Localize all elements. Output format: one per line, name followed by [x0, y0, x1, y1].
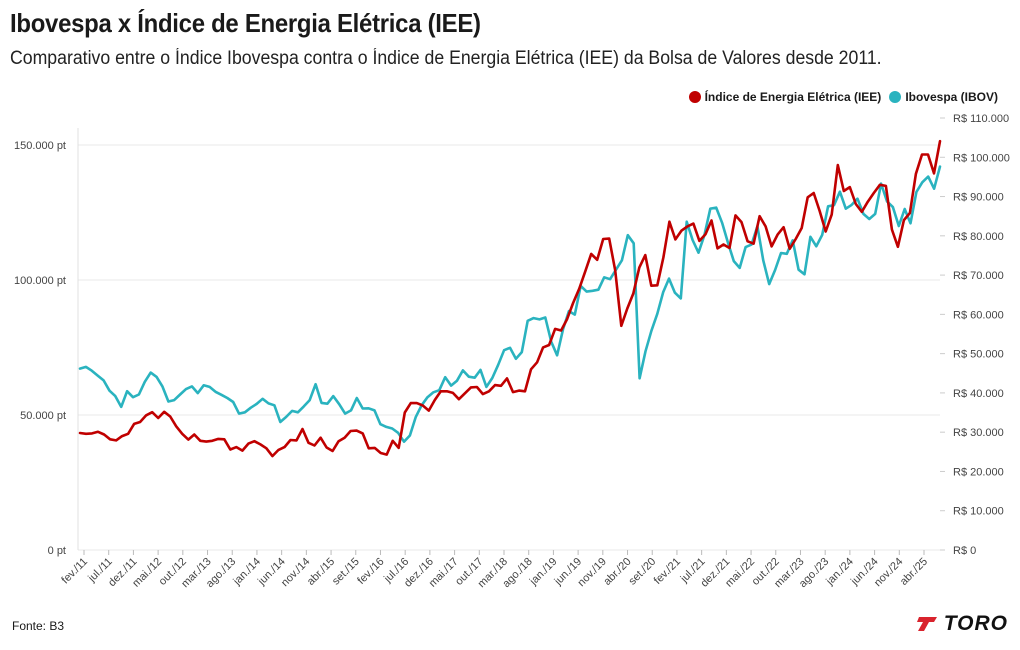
x-tick-label: fev./11 [59, 556, 90, 587]
y-right-tick-label: R$ 70.000 [953, 270, 1004, 282]
series-lines [78, 139, 942, 458]
x-tick-label: jan./19 [527, 556, 560, 589]
y-left-tick-label: 0 pt [48, 545, 66, 557]
chart-legend: Índice de Energia Elétrica (IEE) Ibovesp… [688, 90, 998, 104]
legend-swatch-iee [688, 91, 701, 103]
x-tick-label: abr./25 [898, 556, 930, 588]
x-tick-label: fev./16 [355, 556, 386, 587]
y-left-tick-label: 100.000 pt [14, 275, 66, 287]
x-tick-label: fev./21 [652, 556, 683, 587]
y-right-tick-label: R$ 60.000 [953, 309, 1004, 321]
series-line-iee [78, 139, 942, 458]
x-tick-label: jan./24 [823, 556, 856, 589]
line-chart: 0 pt 50.000 pt 100.000 pt 150.000 pt R$ 0 R$ … [14, 113, 1010, 590]
y-left-tick-label: 50.000 pt [20, 410, 66, 422]
chart-title: Ibovespa x Índice de Energia Elétrica (I… [10, 8, 481, 38]
y-right-tick-label: R$ 80.000 [953, 231, 1004, 243]
x-tick-label: set./15 [330, 556, 362, 588]
y-right-tick-label: R$ 90.000 [953, 192, 1004, 204]
y-right-tick-label: R$ 0 [953, 545, 976, 557]
toro-logo: TORO [916, 612, 1008, 636]
toro-logo-icon [916, 617, 937, 631]
y-left-tick-label: 150.000 pt [14, 140, 66, 152]
x-tick-label: set./20 [627, 556, 659, 588]
x-tick-label: abr./20 [601, 556, 633, 588]
gridlines [77, 128, 940, 551]
series-line-ibov [78, 165, 942, 443]
x-tick-label: jan./14 [231, 556, 264, 589]
y-right-tick-label: R$ 10.000 [953, 506, 1004, 518]
toro-logo-text: TORO [943, 612, 1008, 635]
legend-label-iee: Índice de Energia Elétrica (IEE) [704, 90, 882, 104]
y-right-tick-label: R$ 100.000 [953, 152, 1010, 164]
source-note: Fonte: B3 [12, 619, 65, 633]
y-right-tick-label: R$ 30.000 [953, 427, 1004, 439]
y-right-tick-label: R$ 50.000 [953, 349, 1004, 361]
legend-item-iee[interactable]: Índice de Energia Elétrica (IEE) [688, 90, 882, 104]
y-right-tick-label: R$ 110.000 [953, 113, 1009, 125]
legend-swatch-ibov [889, 91, 902, 103]
legend-item-ibov[interactable]: Ibovespa (IBOV) [889, 90, 998, 104]
y-right-tick-label: R$ 20.000 [953, 466, 1004, 478]
legend-label-ibov: Ibovespa (IBOV) [905, 90, 998, 104]
chart-subtitle: Comparativo entre o Índice Ibovespa cont… [10, 48, 882, 69]
y-right-tick-label: R$ 40.000 [953, 388, 1004, 400]
x-tick-label: abr./15 [305, 556, 337, 588]
